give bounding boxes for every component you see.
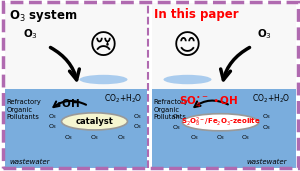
FancyBboxPatch shape: [152, 89, 296, 168]
Text: O$_3$: O$_3$: [133, 122, 143, 131]
Text: S$_2$O$_8^{2-}$/Fe$_2$O$_3$-zeolite: S$_2$O$_8^{2-}$/Fe$_2$O$_3$-zeolite: [181, 116, 260, 129]
Ellipse shape: [61, 113, 128, 130]
FancyBboxPatch shape: [4, 89, 147, 168]
Text: CO$_2$+H$_2$O: CO$_2$+H$_2$O: [252, 93, 291, 106]
Text: Refractory
Organic
Pollutants: Refractory Organic Pollutants: [7, 99, 41, 120]
Text: wastewater: wastewater: [9, 159, 50, 165]
Text: O$_3$: O$_3$: [22, 27, 38, 41]
Text: 😊: 😊: [173, 32, 202, 60]
Text: O$_3$: O$_3$: [117, 133, 126, 142]
Ellipse shape: [182, 114, 259, 131]
Text: Refractory
Organic
Pollutants: Refractory Organic Pollutants: [154, 99, 188, 120]
Text: O$_3$: O$_3$: [48, 112, 57, 121]
Text: CO$_2$+H$_2$O: CO$_2$+H$_2$O: [104, 93, 142, 106]
Text: catalyst: catalyst: [76, 117, 113, 126]
Text: O$_3$: O$_3$: [216, 133, 225, 142]
Text: O$_3$: O$_3$: [172, 112, 182, 121]
Text: O$_3$ system: O$_3$ system: [9, 8, 77, 24]
Ellipse shape: [164, 75, 211, 84]
Text: O$_3$: O$_3$: [133, 112, 143, 121]
Text: O$_3$: O$_3$: [90, 133, 99, 142]
Text: O$_3$: O$_3$: [262, 112, 272, 121]
Text: O$_3$: O$_3$: [190, 133, 200, 142]
Text: wastewater: wastewater: [246, 159, 286, 165]
Text: O$_3$: O$_3$: [256, 27, 272, 41]
Text: SO$_4^{\bullet-}$ $\bullet$OH: SO$_4^{\bullet-}$ $\bullet$OH: [179, 94, 238, 109]
Text: $\bullet$OH: $\bullet$OH: [55, 97, 80, 109]
Text: O$_3$: O$_3$: [241, 133, 251, 142]
FancyBboxPatch shape: [152, 3, 296, 89]
Ellipse shape: [80, 75, 128, 84]
Text: In this paper: In this paper: [154, 8, 239, 21]
Text: O$_3$: O$_3$: [172, 123, 182, 132]
Text: O$_3$: O$_3$: [64, 133, 74, 142]
Text: O$_3$: O$_3$: [48, 122, 57, 131]
FancyBboxPatch shape: [4, 3, 147, 89]
Text: 😢: 😢: [89, 32, 118, 60]
Text: O$_3$: O$_3$: [262, 123, 272, 132]
